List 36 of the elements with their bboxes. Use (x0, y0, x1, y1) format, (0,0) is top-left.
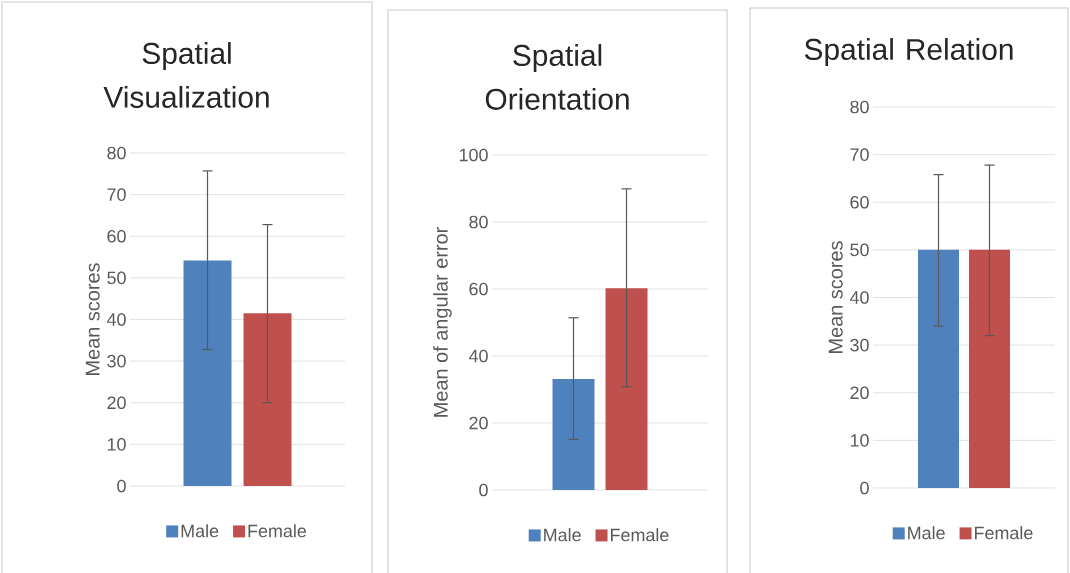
y-tick-label: 0 (479, 483, 488, 497)
y-axis-title: Mean of angular error (433, 227, 452, 417)
y-tick-label: 80 (107, 146, 126, 160)
chart-title: Spatial Relation (804, 38, 1013, 66)
y-tick-label: 60 (850, 195, 869, 209)
y-tick-label: 40 (106, 313, 126, 326)
legend-label: Male (181, 524, 219, 538)
y-tick-label: 20 (850, 386, 869, 400)
y-tick-label: 60 (107, 229, 126, 243)
y-tick-label: 20 (107, 396, 126, 410)
y-tick-label: 50 (107, 271, 126, 285)
y-tick-label: 70 (850, 148, 869, 161)
legend-label: Female (248, 524, 307, 538)
chart-title: Spatial Visualization (103, 42, 269, 108)
y-tick-label: 70 (107, 188, 126, 201)
y-tick-label: 0 (860, 481, 869, 495)
y-axis-title: Mean scores (85, 263, 100, 375)
chart-title: Spatial Orientation (485, 44, 629, 110)
y-tick-label: 20 (469, 416, 488, 430)
y-tick-label: 10 (850, 434, 869, 447)
y-tick-label: 80 (469, 215, 488, 229)
legend-label: Female (611, 528, 669, 542)
y-tick-label: 60 (469, 282, 488, 296)
legend-label: Female (975, 526, 1033, 540)
y-tick-label: 0 (117, 479, 126, 493)
y-tick-label: 50 (850, 243, 869, 257)
y-axis-title: Mean scores (828, 241, 843, 353)
y-tick-label: 100 (459, 148, 488, 162)
legend-label: Male (908, 526, 945, 540)
y-tick-label: 30 (850, 338, 869, 352)
y-tick-label: 80 (850, 100, 869, 114)
y-tick-label: 30 (107, 354, 126, 368)
legend-label: Male (544, 528, 581, 542)
y-tick-label: 40 (468, 349, 488, 363)
y-tick-label: 40 (849, 291, 869, 304)
y-tick-label: 10 (107, 438, 126, 451)
